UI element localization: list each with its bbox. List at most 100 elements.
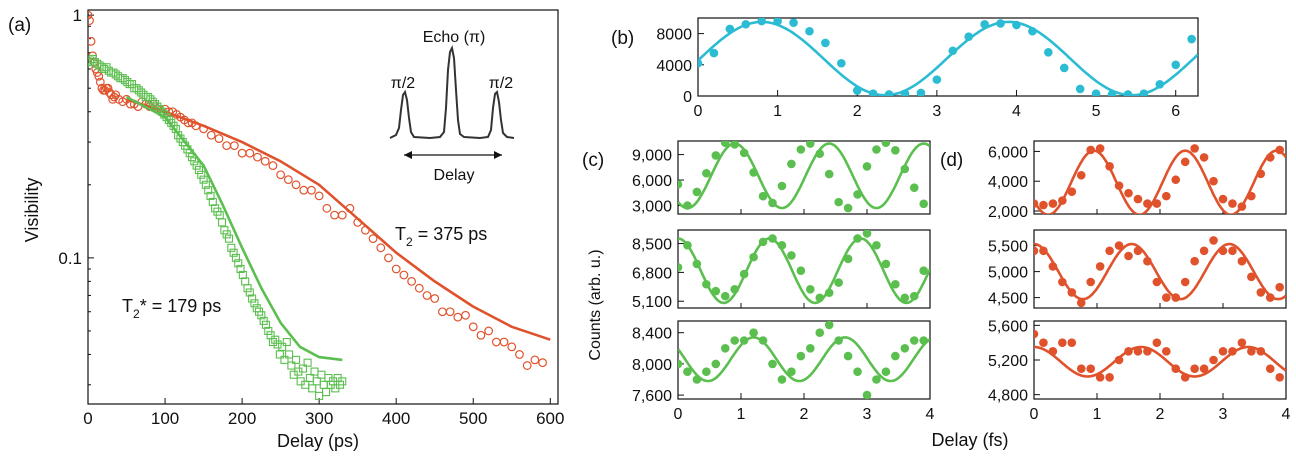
x-tick-label-b: 6 [1171,103,1180,120]
x-tick-label-c3: 2 [800,406,809,423]
data-point-a [192,161,201,170]
data-point-a [368,234,378,244]
data-point-d2 [1265,293,1275,302]
data-point-c3 [815,328,825,338]
data-point-c2 [891,279,900,289]
fit-line-d3-1 [1034,345,1286,378]
data-point-a [197,170,206,179]
data-point-a [260,156,270,166]
data-point-a [206,191,215,200]
plot-area-d1 [1034,144,1286,214]
data-point-b [1171,60,1181,70]
data-point-a [438,307,447,317]
data-point-c3 [777,375,787,384]
x-tick-label-a: 500 [459,409,487,428]
data-point-a [109,92,119,102]
data-point-c1 [919,199,928,209]
plot-area-b [698,18,1198,96]
data-point-d3 [1039,338,1048,347]
fit-line-a-1 [126,98,551,341]
data-point-d2 [1095,262,1105,271]
data-point-c2 [872,240,881,250]
data-point-c3 [862,390,872,399]
data-point-d3 [1162,347,1171,356]
y-tick-label-c1: 3,000 [632,199,672,216]
data-point-d3 [1034,329,1039,339]
inset-pi2-left-label: π/2 [391,75,415,92]
data-point-c3 [683,367,692,377]
data-point-d3 [1237,338,1247,347]
data-point-a [287,361,296,370]
data-point-a [285,350,294,359]
data-point-b [1091,89,1101,96]
data-point-a [319,380,328,389]
y-tick-label-c2: 5,100 [632,294,672,311]
data-point-d3 [1275,373,1284,382]
plot-area-c1 [678,141,930,213]
data-point-a [206,130,216,140]
data-point-d2 [1190,256,1199,266]
panel-label-d: (d) [940,150,963,171]
data-point-c2 [678,263,683,272]
data-point-c1 [777,181,787,191]
data-point-c3 [787,367,796,377]
data-point-d3 [1209,355,1218,365]
data-point-d2 [1105,246,1114,256]
chart-d3: 4,800 5,200 5,600 0 1 2 3 4 [988,318,1291,423]
data-point-a [291,180,301,190]
y-tick-label-d1: 4,000 [988,174,1028,191]
fit-line-c2-1 [678,237,930,305]
data-point-a [453,312,463,322]
data-point-c3 [843,351,853,361]
svg-text:T2* = 179 ps: T2* = 179 ps [122,296,221,321]
data-point-d1 [1048,199,1058,208]
data-point-a [407,276,417,286]
data-point-a [278,342,287,351]
data-point-d3 [1247,347,1256,356]
plot-area-c2 [678,230,930,305]
inset-echo-label: Echo (π) [423,29,486,46]
data-point-a [264,326,273,335]
data-point-a [134,86,143,95]
data-point-c3 [806,344,815,353]
data-point-a [322,203,332,213]
data-point-a [271,335,280,344]
data-point-c2 [720,291,730,301]
data-point-a [530,355,540,365]
data-point-d2 [1237,256,1247,266]
data-point-a [266,331,275,340]
data-point-b [1187,34,1196,44]
y-tick-label-a: 0.1 [58,249,82,268]
data-point-c3 [853,367,862,377]
data-point-d1 [1199,153,1209,162]
data-point-d1 [1209,176,1218,186]
data-point-d1 [1039,200,1048,210]
y-tick-label-c3: 8,000 [632,357,672,374]
data-point-a [422,291,432,300]
y-tick-label-b: 0 [683,89,692,106]
x-tick-label-a: 100 [151,409,179,428]
data-point-b [821,38,830,48]
fit-line-c1-1 [678,142,930,210]
data-point-a [236,264,245,274]
data-point-a [308,384,317,393]
data-point-d3 [1133,347,1143,356]
data-point-b [948,46,958,56]
chart-b: 0 4000 8000 0 1 2 3 4 5 6 [656,17,1199,120]
data-point-a [399,270,409,280]
data-point-a [234,259,243,268]
data-point-d2 [1086,277,1095,287]
data-point-d3 [1152,338,1162,347]
data-point-a [224,234,234,243]
data-point-a [88,10,93,20]
t2s-value: * = 179 ps [140,296,222,316]
data-point-a [229,248,238,257]
data-point-b [916,88,926,96]
data-point-a [248,294,257,303]
data-point-a [317,370,326,379]
y-tick-label-a: 1 [73,6,82,25]
data-point-a [291,355,301,364]
y-tick-label-c1: 9,000 [632,148,672,165]
x-tick-label-b: 2 [853,103,862,120]
